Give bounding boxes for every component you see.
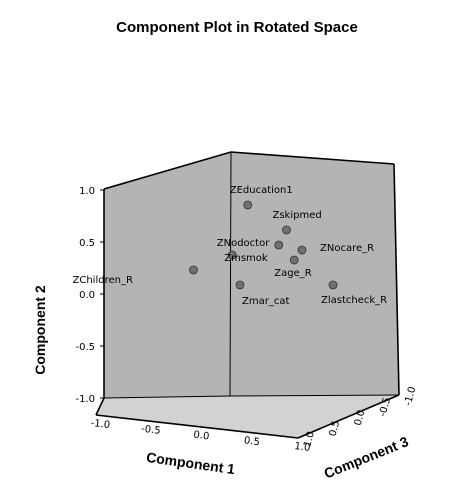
- x-axis-title: Component 1: [145, 449, 236, 477]
- x-tick-labels: -1.0 -0.5 0.0 0.5 1.0: [90, 418, 311, 454]
- point-label: Zage_R: [274, 268, 311, 279]
- point-marker: [235, 280, 245, 290]
- point-marker: [328, 280, 338, 290]
- data-point: ZEducation1: [230, 185, 293, 210]
- edge-floor-front: [95, 414, 299, 439]
- z-tick-label: -1.0: [403, 386, 419, 408]
- edge-right-vertical: [393, 163, 400, 396]
- data-point: Zskipmed: [273, 210, 322, 235]
- x-tick-label: 0.0: [193, 430, 210, 443]
- edge-floor-back-right: [229, 394, 400, 397]
- data-points: ZEducation1 Zskipmed ZNodoctor ZNocare_R Zms…: [73, 185, 388, 307]
- point-label: ZChildren_R: [73, 275, 133, 286]
- point-marker: [189, 265, 198, 275]
- point-marker: [282, 225, 291, 235]
- data-point: Zage_R: [274, 255, 312, 279]
- data-point: ZNocare_R: [297, 243, 374, 255]
- point-marker: [274, 240, 284, 250]
- point-label: ZEducation1: [230, 185, 293, 196]
- data-point: Zlastcheck_R: [321, 280, 387, 306]
- back-wall: [104, 152, 231, 398]
- point-label: Zlastcheck_R: [321, 295, 387, 306]
- point-marker: [227, 250, 237, 260]
- box-edges: [95, 151, 400, 439]
- y-tick-label: -1.0: [75, 394, 95, 405]
- x-tick-label: 1.0: [294, 441, 311, 454]
- edge-floor-left: [95, 397, 105, 416]
- x-tick-label: 0.5: [243, 435, 260, 448]
- z-tick-label: 1.0: [302, 430, 317, 448]
- y-tick-label: 0.0: [79, 290, 95, 301]
- point-label: ZNocare_R: [320, 243, 374, 254]
- z-tick-labels: 1.0 0.5 0.0 -0.5 -1.0: [302, 386, 418, 449]
- data-point: Zmsmok: [224, 250, 268, 264]
- point-label: ZNodoctor: [217, 238, 270, 249]
- point-label: Zmar_cat: [242, 296, 289, 307]
- x-tick-label: -1.0: [90, 418, 111, 431]
- y-tick-label: 1.0: [79, 186, 95, 197]
- y-tick-label: -0.5: [75, 342, 95, 353]
- z-tick-label: 0.5: [327, 419, 342, 437]
- y-tick-labels: 1.0 0.5 0.0 -0.5 -1.0: [75, 186, 104, 405]
- data-point: ZChildren_R: [73, 265, 198, 286]
- edge-back-vertical: [229, 151, 232, 397]
- y-axis-title: Component 2: [32, 285, 48, 375]
- z-tick-label: -0.5: [377, 396, 393, 418]
- chart-title: Component Plot in Rotated Space: [116, 19, 358, 36]
- edge-top-left: [103, 151, 232, 190]
- y-tick-label: 0.5: [79, 238, 95, 249]
- point-label: Zskipmed: [273, 210, 322, 221]
- edge-floor-right: [297, 394, 400, 439]
- x-tick-label: -0.5: [140, 424, 161, 437]
- z-tick-label: 0.0: [353, 409, 368, 427]
- side-wall: [230, 152, 399, 396]
- z-axis-title: Component 3: [322, 433, 411, 481]
- edge-floor-back-left: [103, 395, 231, 399]
- point-label: Zmsmok: [224, 253, 268, 264]
- point-marker: [297, 245, 307, 255]
- edge-top-right: [230, 151, 395, 165]
- point-marker: [243, 200, 253, 210]
- data-point: ZNodoctor: [217, 238, 284, 250]
- point-marker: [289, 255, 299, 265]
- data-point: Zmar_cat: [235, 280, 289, 307]
